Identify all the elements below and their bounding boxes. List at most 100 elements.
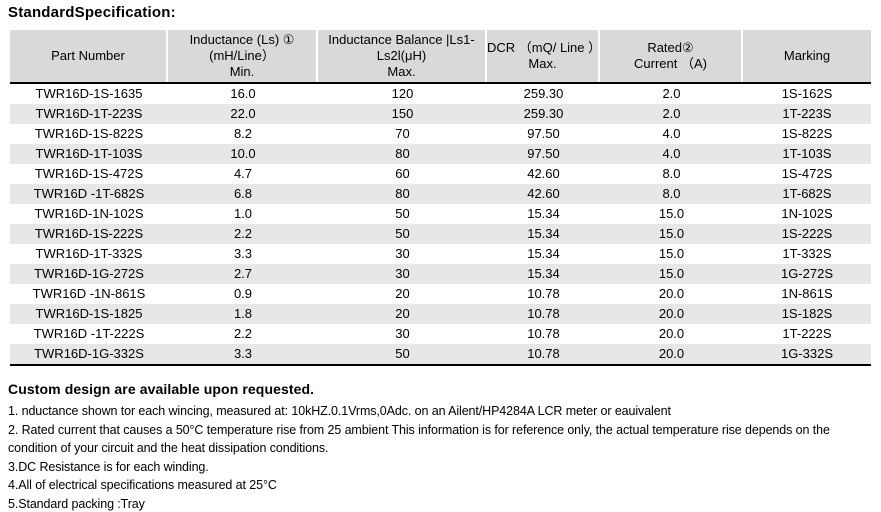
table-row: TWR16D -1T-222S 2.2 30 10.78 20.0 1T-222S xyxy=(10,324,871,344)
table-cell: 10.78 xyxy=(527,306,560,321)
table-cell: 20 xyxy=(395,306,410,321)
column-header-line: Min. xyxy=(229,64,255,79)
table-cell: 3.3 xyxy=(233,246,253,261)
table-row: TWR16D -1T-682S 6.8 80 42.60 8.0 1T-682S xyxy=(10,184,871,204)
table-cell: 20.0 xyxy=(658,346,685,361)
table-cell: 1N-102S xyxy=(781,206,833,221)
table-cell: 10.78 xyxy=(527,286,560,301)
table-cell: 259.30 xyxy=(523,86,564,101)
table-cell: 1S-162S xyxy=(781,86,833,101)
table-cell: 1S-222S xyxy=(781,226,833,241)
table-cell: 30 xyxy=(395,266,410,281)
column-header-line: Inductance Balance |Ls1- xyxy=(328,32,475,47)
note-line: 3.DC Resistance is for each winding. xyxy=(8,459,209,474)
note-line: 5.Standard packing :Tray xyxy=(8,496,145,511)
table-cell: 8.2 xyxy=(233,126,253,141)
column-header-0: Part Number xyxy=(10,30,168,82)
table-cell: 10.78 xyxy=(527,326,560,341)
table-cell: 1S-182S xyxy=(781,306,833,321)
table-cell: TWR16D-1T-332S xyxy=(35,246,143,261)
table-cell: TWR16D-1S-822S xyxy=(34,126,144,141)
table-cell: TWR16D -1T-222S xyxy=(33,326,145,341)
table-cell: TWR16D-1S-472S xyxy=(34,166,144,181)
table-cell: 15.0 xyxy=(658,206,685,221)
table-cell: 1S-822S xyxy=(781,126,833,141)
column-header-line: (mH/Line） xyxy=(209,48,275,63)
table-cell: TWR16D -1N-861S xyxy=(32,286,146,301)
table-cell: 15.34 xyxy=(527,266,560,281)
table-cell: 1T-682S xyxy=(782,186,832,201)
notes-list: 1. nductance shown tor each wincing, mea… xyxy=(8,402,874,512)
table-cell: 80 xyxy=(395,146,410,161)
table-cell: 80 xyxy=(395,186,410,201)
footnotes-section: Custom design are available upon request… xyxy=(8,381,874,512)
table-cell: 42.60 xyxy=(527,166,560,181)
table-row: TWR16D-1S-822S 8.2 70 97.50 4.0 1S-822S xyxy=(10,124,871,144)
table-cell: 3.3 xyxy=(233,346,253,361)
table-cell: 42.60 xyxy=(527,186,560,201)
table-cell: TWR16D-1S-1825 xyxy=(35,306,143,321)
column-header-4: Rated② Current （A) xyxy=(600,30,743,82)
note-line: 4.All of electrical specifications measu… xyxy=(8,478,277,492)
note-line: 1. nductance shown tor each wincing, mea… xyxy=(8,404,671,418)
table-cell: 50 xyxy=(395,346,410,361)
note-line: 2. Rated current that causes a 50°C temp… xyxy=(8,422,830,456)
table-cell: 1G-332S xyxy=(780,346,834,361)
column-header-1: Inductance (Ls) ① (mH/Line） Min. xyxy=(168,30,318,82)
table-cell: 70 xyxy=(395,126,410,141)
table-cell: 60 xyxy=(395,166,410,181)
column-header-3: DCR （mQ/ Line ） Max. xyxy=(487,30,601,82)
table-cell: 8.0 xyxy=(662,166,681,181)
table-cell: 1T-222S xyxy=(782,326,832,341)
table-cell: 4.0 xyxy=(662,126,681,141)
table-cell: 16.0 xyxy=(230,86,256,101)
table-cell: 1T-332S xyxy=(782,246,832,261)
table-row: TWR16D-1T-332S 3.3 30 15.34 15.0 1T-332S xyxy=(10,244,871,264)
table-cell: 150 xyxy=(391,106,414,121)
table-cell: 2.7 xyxy=(233,266,253,281)
table-row: TWR16D-1T-103S 10.0 80 97.50 4.0 1T-103S xyxy=(10,144,871,164)
table-row: TWR16D-1S-472S 4.7 60 42.60 8.0 1S-472S xyxy=(10,164,871,184)
column-header-line: Marking xyxy=(783,48,831,63)
table-cell: 259.30 xyxy=(523,106,564,121)
table-cell: 2.2 xyxy=(233,326,253,341)
table-cell: 1S-472S xyxy=(781,166,833,181)
table-cell: 15.34 xyxy=(527,246,560,261)
table-cell: 20.0 xyxy=(658,306,685,321)
table-cell: TWR16D-1T-223S xyxy=(35,106,143,121)
table-cell: 1N-861S xyxy=(781,286,833,301)
table-row: TWR16D -1N-861S 0.9 20 10.78 20.0 1N-861S xyxy=(10,284,871,304)
table-cell: 2.0 xyxy=(662,106,681,121)
table-cell: 15.34 xyxy=(527,226,560,241)
table-cell: 22.0 xyxy=(230,106,256,121)
table-cell: 10.0 xyxy=(230,146,256,161)
table-cell: 1.8 xyxy=(233,306,253,321)
table-cell: TWR16D-1N-102S xyxy=(34,206,144,221)
table-row: TWR16D-1N-102S 1.0 50 15.34 15.0 1N-102S xyxy=(10,204,871,224)
table-header-row: Part Number Inductance (Ls) ① (mH/Line） Min… xyxy=(10,30,871,84)
table-cell: 50 xyxy=(395,206,410,221)
table-cell: 1T-223S xyxy=(782,106,832,121)
table-cell: 15.0 xyxy=(658,226,685,241)
table-cell: 20 xyxy=(395,286,410,301)
column-header-line: Part Number xyxy=(51,48,125,63)
table-cell: TWR16D -1T-682S xyxy=(33,186,145,201)
table-cell: 4.7 xyxy=(233,166,253,181)
table-cell: 20.0 xyxy=(658,286,685,301)
table-cell: 1.0 xyxy=(233,206,253,221)
table-cell: 97.50 xyxy=(527,126,560,141)
table-cell: 2.2 xyxy=(233,226,253,241)
table-cell: TWR16D-1T-103S xyxy=(35,146,143,161)
table-row: TWR16D-1T-223S 22.0 150 259.30 2.0 1T-223S xyxy=(10,104,871,124)
table-body: TWR16D-1S-1635 16.0 120 259.30 2.0 1S-162S TWR… xyxy=(10,84,871,366)
column-header-5: Marking xyxy=(743,30,871,82)
table-row: TWR16D-1S-1825 1.8 20 10.78 20.0 1S-182S xyxy=(10,304,871,324)
table-cell: 8.0 xyxy=(662,186,681,201)
table-cell: TWR16D-1G-332S xyxy=(34,346,144,361)
column-header-line: Inductance (Ls) ① xyxy=(189,32,295,47)
table-cell: 15.34 xyxy=(527,206,560,221)
column-header-line: Ls2l(μH) xyxy=(376,48,427,63)
specification-table: Part Number Inductance (Ls) ① (mH/Line） Min… xyxy=(10,30,871,366)
table-cell: 15.0 xyxy=(658,246,685,261)
